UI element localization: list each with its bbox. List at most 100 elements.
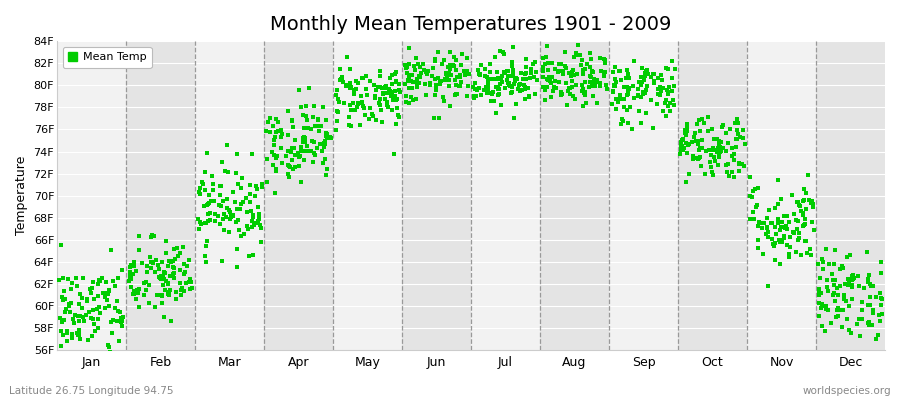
Point: [519, 64, 534, 70]
Point: [815, 301, 830, 307]
Point: [537, 87, 552, 93]
Point: [512, 81, 526, 87]
Point: [246, 252, 260, 258]
Point: [407, 63, 421, 69]
Point: [765, 220, 779, 226]
Point: [501, 80, 516, 86]
Point: [84, 290, 98, 296]
Point: [375, 90, 390, 97]
Point: [473, 92, 488, 98]
Point: [716, 124, 730, 130]
Point: [91, 316, 105, 322]
Point: [200, 237, 214, 244]
Point: [351, 101, 365, 108]
Point: [701, 114, 716, 120]
Point: [608, 83, 622, 90]
Point: [129, 296, 143, 302]
Point: [518, 96, 532, 102]
Point: [239, 223, 254, 229]
Point: [552, 61, 566, 68]
Point: [716, 122, 731, 128]
Point: [704, 163, 718, 170]
Point: [86, 333, 100, 339]
Point: [342, 122, 356, 128]
Point: [373, 96, 387, 102]
Point: [57, 288, 71, 294]
Point: [484, 91, 499, 97]
Point: [233, 206, 248, 213]
Point: [75, 295, 89, 302]
Point: [834, 324, 849, 330]
Point: [230, 180, 245, 187]
Point: [467, 86, 482, 92]
Point: [788, 249, 803, 255]
Point: [231, 217, 246, 223]
Point: [379, 85, 393, 91]
Point: [775, 219, 789, 225]
Point: [428, 56, 442, 62]
Point: [590, 76, 604, 83]
Point: [873, 259, 887, 266]
Point: [174, 292, 188, 298]
Point: [495, 73, 509, 79]
Point: [706, 146, 721, 153]
Point: [401, 61, 416, 67]
Point: [773, 239, 788, 246]
Point: [104, 330, 119, 336]
Point: [217, 227, 231, 234]
Point: [88, 327, 103, 334]
Point: [866, 307, 880, 314]
Point: [681, 140, 696, 147]
Point: [664, 58, 679, 64]
Point: [647, 71, 662, 77]
Point: [292, 163, 306, 169]
Point: [598, 69, 612, 75]
Point: [471, 67, 485, 74]
Point: [214, 203, 229, 209]
Point: [102, 344, 116, 350]
Point: [711, 142, 725, 149]
Point: [820, 277, 834, 283]
Point: [626, 82, 640, 89]
Point: [174, 286, 188, 293]
Point: [500, 68, 515, 75]
Point: [788, 217, 803, 224]
Point: [353, 121, 367, 128]
Point: [469, 92, 483, 99]
Point: [73, 312, 87, 319]
Point: [398, 81, 412, 88]
Point: [212, 202, 227, 208]
Point: [656, 108, 670, 114]
Point: [59, 338, 74, 344]
Point: [777, 232, 791, 239]
Point: [634, 120, 648, 126]
Point: [466, 84, 481, 90]
Point: [799, 206, 814, 213]
Point: [524, 66, 538, 73]
Point: [637, 69, 652, 76]
Point: [183, 276, 197, 282]
Point: [812, 291, 826, 298]
Point: [237, 231, 251, 237]
Point: [710, 149, 724, 155]
Point: [166, 275, 181, 282]
Point: [281, 148, 295, 154]
Point: [614, 121, 628, 128]
Point: [706, 172, 721, 178]
Point: [91, 324, 105, 331]
Point: [706, 145, 720, 151]
Point: [182, 278, 196, 285]
Point: [106, 278, 121, 284]
Point: [562, 91, 577, 98]
Point: [654, 88, 669, 94]
Point: [714, 148, 728, 154]
Point: [161, 291, 176, 297]
Point: [130, 287, 144, 294]
Point: [536, 64, 551, 70]
Point: [151, 262, 166, 268]
Point: [633, 79, 647, 85]
Point: [751, 245, 765, 251]
Point: [467, 93, 482, 99]
Point: [159, 278, 174, 284]
Point: [292, 150, 306, 156]
